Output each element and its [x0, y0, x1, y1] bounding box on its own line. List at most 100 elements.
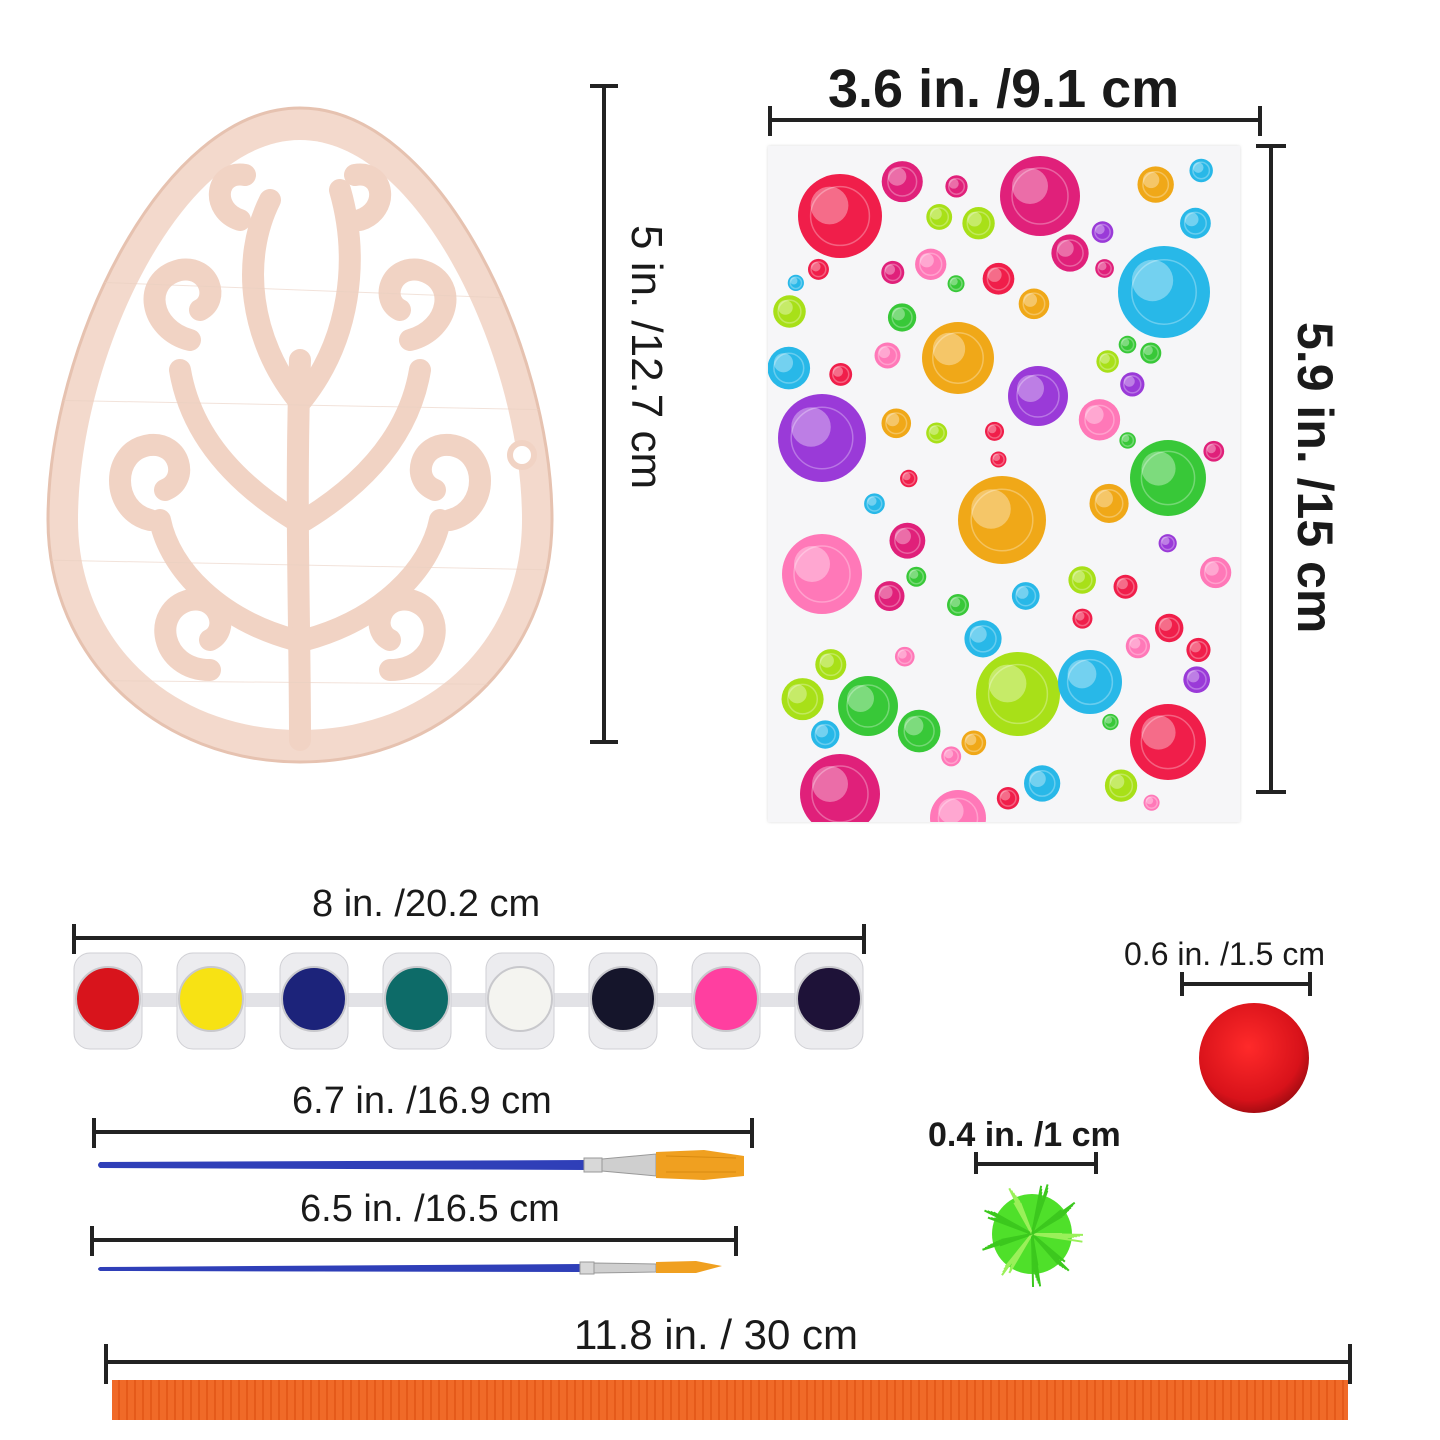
wooden-egg-icon — [46, 106, 554, 764]
gem-sticker — [1068, 566, 1096, 594]
gem-sticker — [996, 787, 1020, 810]
gem-sticker — [1118, 335, 1137, 354]
gem-sticker — [864, 493, 885, 515]
gem-sticker — [838, 676, 898, 736]
gem-sticker — [874, 581, 905, 612]
wooden-egg-image — [40, 100, 560, 770]
gem-sticker — [964, 620, 1002, 658]
paint-pot — [794, 952, 864, 1050]
gem-sticker — [1011, 582, 1040, 610]
gem-sticker — [807, 258, 829, 280]
sheet-width-cap-left — [768, 106, 772, 136]
tinsel-strand — [1004, 1233, 1033, 1268]
gem-sticker — [881, 260, 905, 284]
gem-sticker — [773, 295, 806, 328]
tinsel-strand — [1031, 1215, 1063, 1235]
pompom-small-cap-left — [974, 1152, 978, 1174]
paint-pot — [382, 952, 452, 1050]
gem-sticker — [1140, 342, 1162, 364]
pompom-large-label: 0.6 in. /1.5 cm — [1124, 936, 1325, 972]
gem-sticker — [945, 175, 968, 198]
gem-sticker — [990, 451, 1007, 468]
gem-sticker — [1137, 166, 1174, 203]
gem-sticker — [962, 207, 995, 240]
paint-pot — [691, 952, 761, 1050]
tinsel-strand — [1031, 1233, 1060, 1265]
gem-sticker — [889, 522, 926, 559]
egg-dimension-line — [602, 84, 606, 744]
gem-sticker — [915, 248, 947, 280]
gem-sticker — [1203, 440, 1225, 462]
sheet-width-cap-right — [1258, 106, 1262, 136]
gem-sticker — [1119, 432, 1136, 449]
gem-sticker — [887, 303, 917, 332]
gem-sticker — [1078, 399, 1121, 441]
paint-pots-icon — [73, 952, 864, 1050]
brush-small-cap-left — [90, 1226, 94, 1256]
paint-strip-label: 8 in. /20.2 cm — [312, 883, 541, 925]
sheet-height-line — [1269, 144, 1273, 794]
gem-sticker — [894, 646, 915, 667]
paint-pot — [485, 952, 555, 1050]
gem-sticker — [1143, 794, 1160, 811]
gem-sticker-sheet — [768, 146, 1240, 822]
gem-sticker — [897, 709, 941, 753]
gem-sticker — [881, 161, 923, 203]
brush-large-cap-left — [92, 1118, 96, 1148]
gem-sticker — [1091, 221, 1114, 243]
tinsel-strand — [1031, 1190, 1049, 1235]
pompom-large-cap-right — [1308, 972, 1312, 996]
gem-sticker — [1051, 234, 1089, 272]
gem-sticker — [1089, 483, 1129, 524]
ribbon-label: 11.8 in. / 30 cm — [574, 1311, 859, 1358]
gem-sticker — [947, 593, 970, 616]
gem-sticker — [976, 652, 1060, 736]
gem-stickers-icon — [768, 156, 1232, 822]
gem-sticker — [1113, 574, 1138, 599]
gem-sticker — [768, 346, 811, 390]
brush-large-cap-right — [750, 1118, 754, 1148]
gem-sticker — [874, 342, 901, 369]
gem-sticker — [922, 322, 994, 394]
sheet-height-label: 5.9 in. /15 cm — [1287, 322, 1343, 634]
red-pompom — [1196, 1000, 1312, 1116]
brush-small-line — [92, 1238, 738, 1242]
gem-sticker — [1104, 769, 1138, 802]
paint-strip-cap-left — [72, 924, 76, 954]
gem-sticker — [781, 678, 824, 721]
green-pompom-icon — [982, 1184, 1084, 1288]
paintbrush-large-icon — [98, 1150, 744, 1180]
gem-sticker — [906, 566, 927, 587]
gem-sticker — [1120, 372, 1145, 397]
gem-sticker — [926, 422, 948, 444]
gem-sticker — [815, 649, 847, 681]
gem-sticker — [958, 476, 1046, 564]
gem-sticker — [1095, 259, 1114, 278]
gem-sticker — [787, 274, 804, 292]
gem-sticker — [1154, 613, 1184, 643]
gem-sticker — [778, 394, 866, 482]
gem-sticker — [798, 174, 882, 258]
sheet-height-cap-bottom — [1256, 790, 1286, 794]
brush-small-label: 6.5 in. /16.5 cm — [300, 1188, 560, 1230]
paint-pot — [176, 952, 246, 1050]
gem-sticker — [1096, 350, 1119, 373]
gem-sticker — [1158, 534, 1177, 553]
egg-height-label: 5 in. /12.7 cm — [622, 225, 671, 490]
gem-sticker — [1058, 650, 1122, 714]
paint-pot — [588, 952, 658, 1050]
orange-ribbon — [112, 1380, 1348, 1420]
gem-sticker — [782, 534, 862, 614]
paint-pot — [279, 952, 349, 1050]
tinsel-strand — [993, 1211, 1033, 1235]
gem-sticker — [811, 720, 840, 749]
green-pompom — [972, 1176, 1092, 1292]
pompom-small-label: 0.4 in. /1 cm — [928, 1116, 1121, 1154]
gem-sticker — [1186, 637, 1211, 663]
paint-pot-strip — [70, 945, 870, 1055]
gem-sticker — [1008, 366, 1068, 426]
gem-sticker — [881, 408, 912, 439]
ribbon-cap-left — [104, 1344, 108, 1384]
brush-large-line — [94, 1130, 754, 1134]
red-pompom-icon — [1199, 1003, 1309, 1113]
